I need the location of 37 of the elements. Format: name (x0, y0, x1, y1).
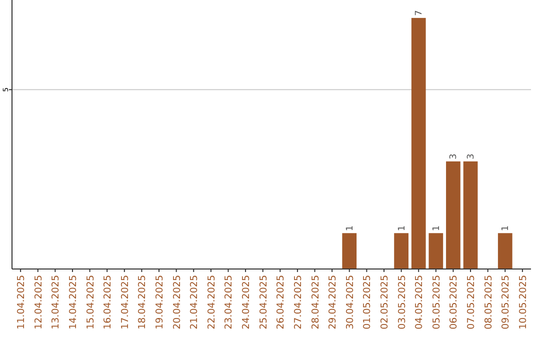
data-label: 7 (414, 10, 425, 16)
x-tick-label: 25.04.2025 (258, 275, 270, 330)
x-tick-label: 01.05.2025 (362, 275, 374, 330)
x-tick-label: 26.04.2025 (276, 275, 287, 330)
x-tick-label: 24.04.2025 (241, 275, 252, 330)
data-label: 1 (397, 225, 408, 232)
data-label: 3 (466, 154, 477, 160)
x-tick-label: 22.04.2025 (206, 275, 218, 330)
x-tick-label: 13.04.2025 (50, 275, 62, 330)
x-tick-label: 23.04.2025 (224, 275, 235, 330)
x-tick-label: 06.05.2025 (448, 275, 460, 330)
x-tick-label: 18.04.2025 (137, 275, 148, 330)
x-tick-label: 02.05.2025 (379, 275, 390, 330)
x-tick-label: 17.04.2025 (120, 275, 131, 330)
x-tick-label: 21.04.2025 (189, 275, 200, 330)
x-tick-label: 09.05.2025 (500, 275, 512, 330)
x-tick-label: 27.04.2025 (292, 275, 304, 330)
x-tick-label: 07.05.2025 (466, 275, 478, 330)
x-tick-label: 30.04.2025 (344, 275, 356, 330)
data-label: 1 (345, 225, 356, 232)
x-tick-label: 29.04.2025 (328, 275, 339, 330)
x-tick-label: 08.05.2025 (483, 275, 494, 330)
x-tick-label: 16.04.2025 (102, 275, 114, 330)
data-label: 3 (449, 154, 460, 160)
x-tick-label: 20.04.2025 (172, 275, 183, 330)
x-tick-label: 19.04.2025 (154, 275, 166, 330)
x-tick-label: 12.04.2025 (33, 275, 44, 330)
x-tick-label: 05.05.2025 (431, 275, 442, 330)
x-tick-label: 10.05.2025 (518, 275, 529, 330)
x-tick-label: 04.05.2025 (414, 275, 426, 330)
x-tick-label: 11.04.2025 (16, 275, 28, 330)
x-tick-label: 15.04.2025 (85, 275, 96, 330)
x-tick-label: 28.04.2025 (310, 275, 322, 330)
x-tick-label: 14.04.2025 (68, 275, 79, 330)
data-label: 1 (501, 225, 512, 232)
data-label: 1 (432, 225, 442, 232)
x-tick-label: 03.05.2025 (396, 275, 408, 330)
